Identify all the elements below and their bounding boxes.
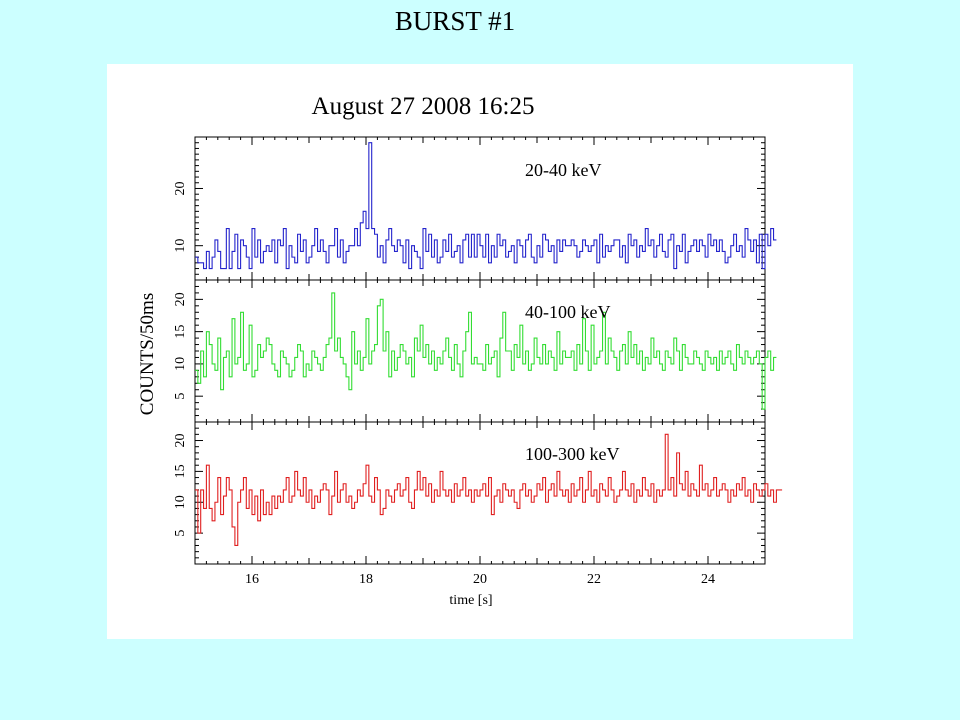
panel-3: 5 10 15 20 100-300 keV xyxy=(173,421,783,565)
panels-group: 10 20 20-40 keV 5 10 15 20 40-100 keV 5 10 15 20 100… xyxy=(173,136,783,587)
x-tick-label: 18 xyxy=(359,572,373,587)
y-tick-label: 20 xyxy=(173,434,188,448)
series-line xyxy=(195,142,777,270)
band-label: 20-40 keV xyxy=(525,160,601,180)
slide-title: BURST #1 xyxy=(394,6,516,36)
series-line xyxy=(195,433,783,547)
series-line xyxy=(195,292,777,410)
y-tick-label: 10 xyxy=(173,357,188,371)
y-axis-label: COUNTS/50ms xyxy=(137,293,158,415)
plot-card: August 27 2008 16:25 time [s] COUNTS/50m… xyxy=(107,64,853,639)
x-tick-label: 22 xyxy=(587,572,601,587)
panel-2: 5 10 15 20 40-100 keV xyxy=(173,279,777,423)
x-tick-label: 16 xyxy=(245,572,259,587)
light-curve-chart: August 27 2008 16:25 time [s] COUNTS/50m… xyxy=(137,93,783,608)
y-tick-label: 15 xyxy=(173,325,188,339)
y-tick-label: 5 xyxy=(173,530,188,537)
y-tick-label: 15 xyxy=(173,464,188,478)
x-tick-label: 20 xyxy=(473,572,487,587)
band-label: 100-300 keV xyxy=(525,444,619,464)
x-axis-label: time [s] xyxy=(449,593,492,608)
y-tick-label: 5 xyxy=(173,393,188,400)
y-tick-label: 20 xyxy=(173,181,188,195)
panel-1: 10 20 20-40 keV xyxy=(173,136,777,281)
chart-title: August 27 2008 16:25 xyxy=(312,93,535,120)
y-tick-label: 10 xyxy=(173,239,188,253)
band-label: 40-100 keV xyxy=(525,302,610,322)
y-tick-label: 10 xyxy=(173,495,188,509)
y-tick-label: 20 xyxy=(173,292,188,306)
panel-frame xyxy=(194,136,766,281)
x-tick-label: 24 xyxy=(701,572,715,587)
